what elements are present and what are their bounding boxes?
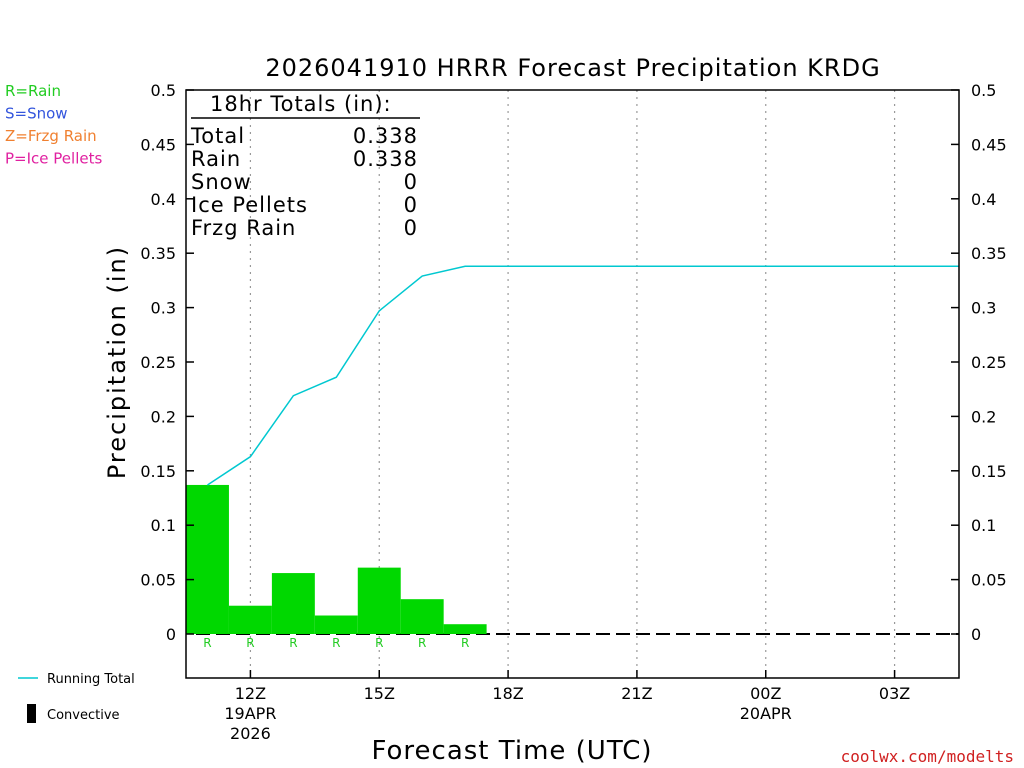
totals-value: 0 — [404, 170, 418, 194]
precip-bar — [400, 599, 444, 634]
totals-label: Rain — [191, 147, 241, 171]
y-tick-label-left: 0.3 — [151, 299, 176, 318]
precip-bar — [443, 624, 487, 634]
totals-value: 0 — [404, 216, 418, 240]
y-tick-label-left: 0.25 — [140, 353, 176, 372]
y-tick-label-right: 0.15 — [971, 462, 1007, 481]
convective-legend-label: Convective — [47, 708, 120, 723]
precip-bars — [186, 484, 487, 634]
y-tick-label-left: 0.35 — [140, 244, 176, 263]
x-tick-label: 15Z — [364, 684, 395, 703]
precip-bar — [357, 567, 401, 634]
ptype-legend-item: P=Ice Pellets — [5, 150, 102, 168]
x-tick-label: 20APR — [740, 704, 792, 723]
y-tick-label-left: 0 — [166, 625, 176, 644]
x-axis-label: Forecast Time (UTC) — [371, 736, 652, 766]
y-tick-label-left: 0.2 — [151, 407, 176, 426]
totals-value: 0.338 — [353, 147, 418, 171]
x-tick-label: 00Z — [750, 684, 781, 703]
precip-type-label: R — [332, 636, 340, 650]
ptype-legend-item: R=Rain — [5, 82, 61, 100]
precip-type-label: R — [461, 636, 469, 650]
x-tick-label: 03Z — [879, 684, 910, 703]
totals-label: Frzg Rain — [191, 216, 296, 240]
precip-type-label: R — [418, 636, 426, 650]
precip-type-legend: R=Rain S=Snow Z=Frzg Rain P=Ice Pellets — [5, 82, 102, 168]
y-tick-label-right: 0.4 — [971, 190, 996, 209]
precip-type-label: R — [203, 636, 211, 650]
precip-bar — [271, 573, 315, 634]
precip-type-label: R — [289, 636, 297, 650]
totals-label: Snow — [191, 170, 252, 194]
x-tick-label: 2026 — [230, 724, 271, 743]
totals-label: Ice Pellets — [191, 193, 308, 217]
totals-rows: Total 0.338 Rain 0.338 Snow 0 Ice Pellets 0 Frzg… — [190, 124, 418, 240]
precip-type-label: R — [375, 636, 383, 650]
precip-bar — [228, 605, 272, 634]
totals-value: 0.338 — [353, 124, 418, 148]
plot-frame — [185, 89, 960, 679]
y-tick-label-left: 0.5 — [151, 81, 176, 100]
y-tick-label-right: 0.5 — [971, 81, 996, 100]
y-tick-label-left: 0.05 — [140, 571, 176, 590]
y-tick-label-left: 0.1 — [151, 516, 176, 535]
totals-box: 18hr Totals (in): Total 0.338 Rain 0.338 Sno… — [190, 92, 420, 240]
site-credit: coolwx.com/modelts — [841, 747, 1014, 766]
y-tick-label-left: 0.15 — [140, 462, 176, 481]
y-tick-label-right: 0.25 — [971, 353, 1007, 372]
chart-title: 2026041910 HRRR Forecast Precipitation K… — [265, 54, 880, 82]
x-tick-label: 21Z — [621, 684, 652, 703]
y-tick-label-left: 0.4 — [151, 190, 176, 209]
y-tick-label-right: 0 — [971, 625, 981, 644]
x-tick-label: 18Z — [492, 684, 523, 703]
y-axis-label: Precipitation (in) — [103, 245, 131, 479]
precip-bar — [314, 615, 358, 634]
y-tick-label-right: 0.1 — [971, 516, 996, 535]
y-tick-label-right: 0.35 — [971, 244, 1007, 263]
totals-label: Total — [190, 124, 245, 148]
ptype-legend-item: S=Snow — [5, 105, 68, 123]
precip-bar — [186, 484, 229, 634]
y-tick-label-right: 0.05 — [971, 571, 1007, 590]
vertical-gridlines — [249, 90, 896, 678]
totals-value: 0 — [404, 193, 418, 217]
running-total-line — [207, 265, 959, 486]
convective-swatch — [27, 704, 36, 723]
precip-type-label: R — [246, 636, 254, 650]
y-tick-label-right: 0.3 — [971, 299, 996, 318]
x-tick-label: 12Z — [235, 684, 266, 703]
ptype-legend-item: Z=Frzg Rain — [5, 127, 97, 145]
y-tick-label-right: 0.45 — [971, 135, 1007, 154]
x-tick-label: 19APR — [224, 704, 276, 723]
y-axis-ticks: 0 00.05 0.050.1 0.10.15 0.150.2 0.20.25 0.250.… — [140, 81, 1006, 644]
series-legend: Running Total Convective — [18, 672, 135, 723]
y-tick-label-left: 0.45 — [140, 135, 176, 154]
running-total-legend-label: Running Total — [47, 672, 135, 687]
y-tick-label-right: 0.2 — [971, 407, 996, 426]
totals-heading: 18hr Totals (in): — [210, 92, 392, 116]
